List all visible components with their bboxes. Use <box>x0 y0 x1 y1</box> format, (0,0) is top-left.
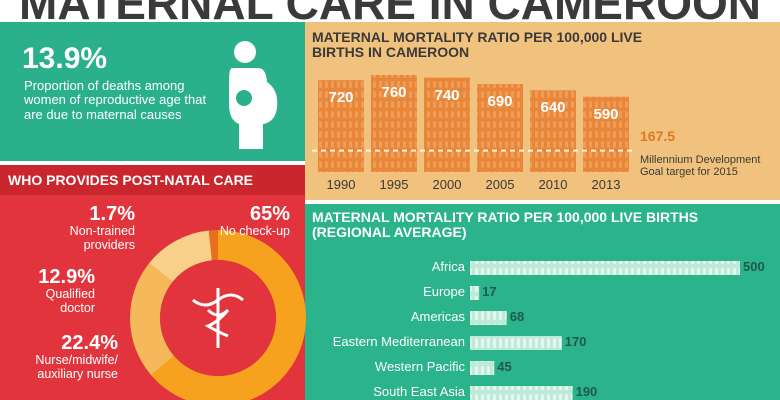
value-label: 12.9% <box>38 266 95 288</box>
value-label: 690 <box>487 92 513 110</box>
category-label: Europe <box>423 284 465 299</box>
bar <box>470 311 507 325</box>
category-label: Non-trained providers <box>69 224 135 252</box>
chart-title: MATERNAL MORTALITY RATIO PER 100,000 LIV… <box>312 29 643 61</box>
value-label: 68 <box>509 309 525 324</box>
bar <box>477 83 523 172</box>
bar <box>470 336 562 350</box>
x-tick-label: 2010 <box>538 177 568 192</box>
bar <box>530 90 576 172</box>
value-label: 500 <box>743 259 765 274</box>
value-label: 17 <box>482 284 497 299</box>
bar <box>470 286 480 300</box>
donut-segment <box>208 230 218 261</box>
donut-header <box>0 165 305 195</box>
target-value: 167.5 <box>640 127 676 144</box>
value-label: 640 <box>540 99 566 117</box>
category-label: Americas <box>410 309 465 324</box>
value-label: 1.7% <box>89 203 135 225</box>
caduceus-icon <box>192 288 244 348</box>
value-label: 45 <box>497 359 512 374</box>
category-label: Western Pacific <box>374 359 465 374</box>
x-tick-label: 2005 <box>485 177 515 192</box>
bar <box>371 75 417 172</box>
category-label: Eastern Mediterranean <box>332 334 465 349</box>
value-label: 740 <box>434 86 460 104</box>
chart-title: MATERNAL MORTALITY RATIO PER 100,000 LIV… <box>312 209 699 241</box>
stat-value: 13.9% <box>22 42 108 75</box>
pregnant-icon <box>229 41 278 149</box>
x-tick-label: 1990 <box>326 177 356 192</box>
bar <box>318 80 364 172</box>
stat-text: Proportion of deaths among women of repr… <box>24 78 207 122</box>
x-tick-label: 2013 <box>591 177 621 192</box>
bar <box>470 386 573 400</box>
donut-segment <box>129 263 174 376</box>
page-title: MATERNAL CARE IN CAMEROON <box>19 0 761 29</box>
category-label: South East Asia <box>373 384 465 399</box>
value-label: 190 <box>575 384 598 399</box>
bar <box>470 261 740 275</box>
value-label: 22.4% <box>61 332 118 354</box>
bar <box>470 361 495 375</box>
value-label: 170 <box>564 334 587 349</box>
value-label: 720 <box>328 89 354 107</box>
bar <box>424 77 470 172</box>
bar <box>583 96 629 172</box>
category-label: Nurse/midwife/ auxiliary nurse <box>35 353 118 381</box>
value-label: 760 <box>381 84 407 102</box>
category-label: No check-up <box>219 224 290 238</box>
value-label: 590 <box>593 105 619 123</box>
hbar-panel <box>305 204 780 400</box>
chart-title: WHO PROVIDES POST-NATAL CARE <box>8 172 254 188</box>
value-label: 65% <box>249 203 290 225</box>
x-tick-label: 2000 <box>432 177 462 192</box>
icon-detail <box>236 90 252 106</box>
donut-segment <box>149 230 212 282</box>
donut-segment <box>151 230 306 400</box>
category-label: Qualified doctor <box>45 287 95 315</box>
target-label: Millennium Development Goal target for 2… <box>640 153 761 178</box>
x-tick-label: 1995 <box>379 177 409 192</box>
category-label: Africa <box>431 259 465 274</box>
